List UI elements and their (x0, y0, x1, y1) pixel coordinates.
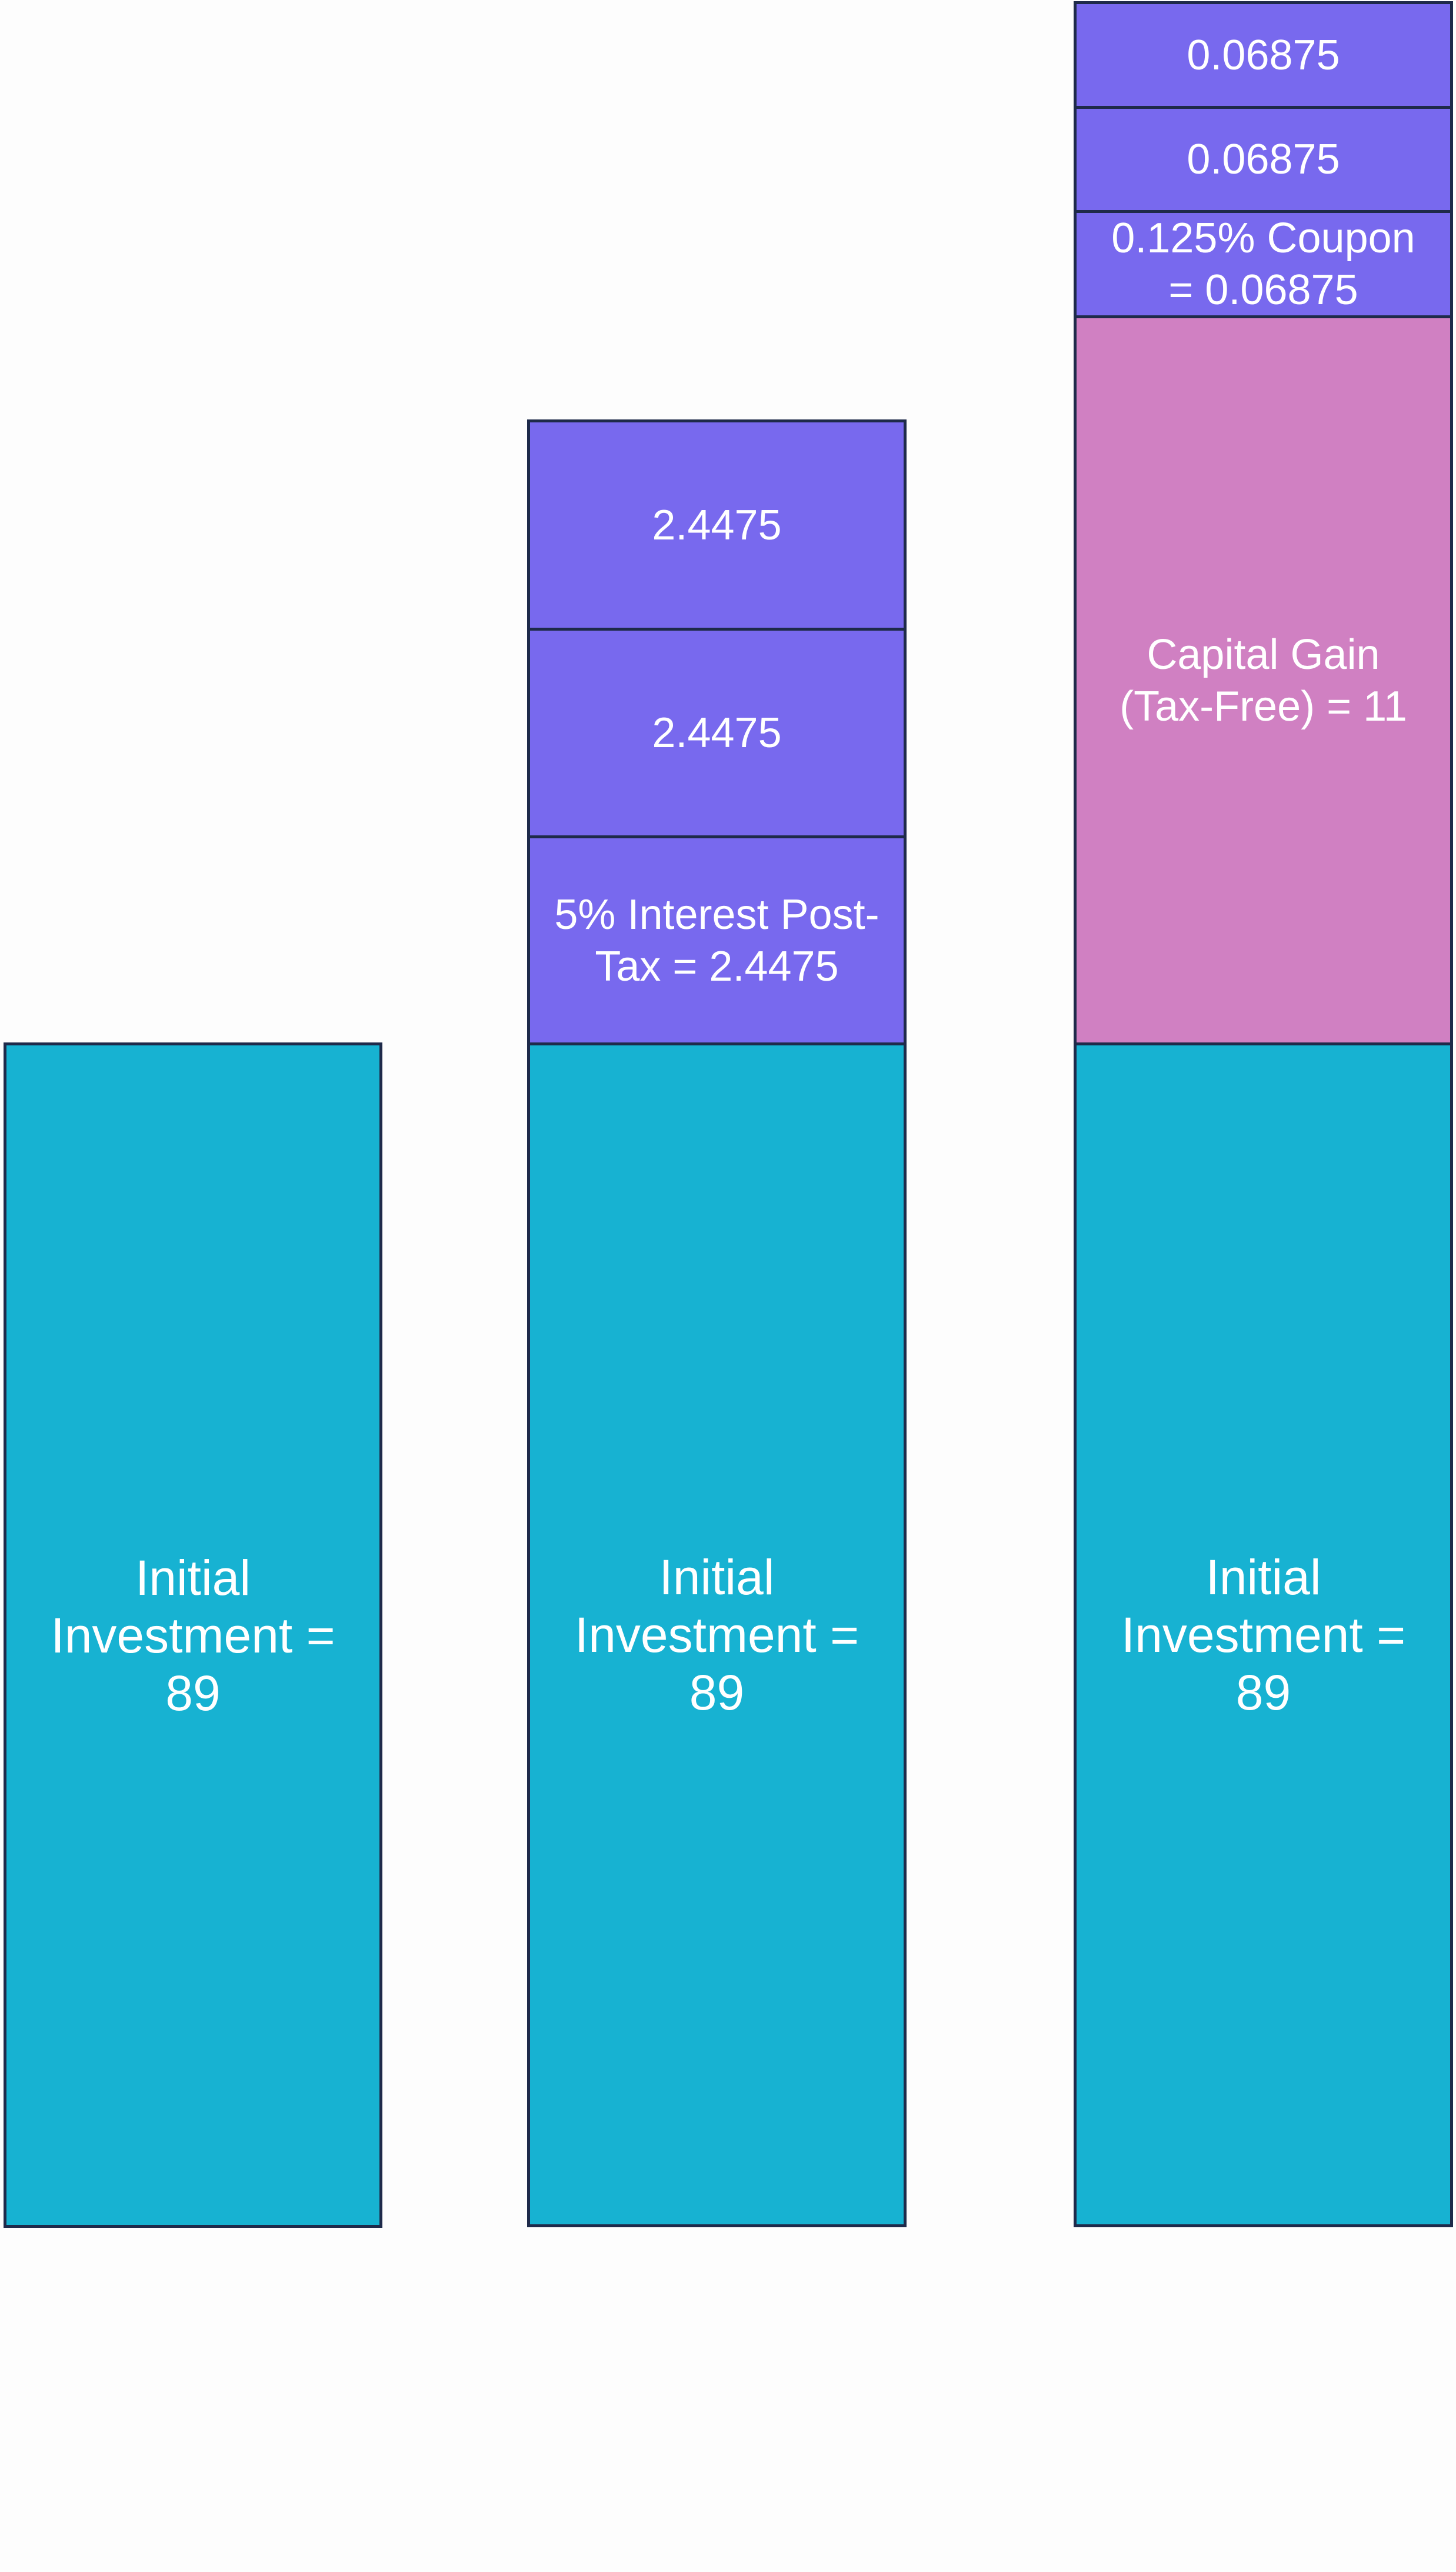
label-line: 89 (165, 1665, 221, 1721)
column-1-initial-investment-label: Initial Investment = 89 (51, 1549, 335, 1722)
column-3-initial-investment-block: Initial Investment = 89 (1074, 1042, 1453, 2227)
label-line: Initial (659, 1550, 775, 1605)
column-3-coupon-label-1: 0.125% Coupon = 0.06875 (1111, 212, 1415, 316)
label-line: 5% Interest Post- (554, 891, 879, 938)
column-2-interest-block-1: 5% Interest Post- Tax = 2.4475 (527, 835, 907, 1045)
label-line: Capital Gain (1147, 631, 1380, 678)
label-line: Investment = (51, 1607, 335, 1663)
column-3-coupon-label-3: 0.06875 (1187, 31, 1340, 79)
column-2-interest-label-3: 2.4475 (652, 501, 782, 549)
column-2-interest-label-1: 5% Interest Post- Tax = 2.4475 (554, 889, 879, 992)
column-3-initial-investment-label: Initial Investment = 89 (1121, 1548, 1405, 1721)
label-line: 89 (689, 1665, 745, 1720)
label-line: 89 (1235, 1665, 1291, 1720)
column-2-interest-block-2: 2.4475 (527, 628, 907, 838)
label-line: Investment = (574, 1607, 859, 1663)
label-line: Investment = (1121, 1607, 1406, 1663)
column-3-coupon-label-2: 0.06875 (1187, 136, 1340, 183)
label-line: Initial (135, 1550, 251, 1605)
column-2-initial-investment-block: Initial Investment = 89 (527, 1042, 907, 2227)
label-line: (Tax-Free) = 11 (1120, 682, 1407, 730)
column-3-capital-gain-label: Capital Gain (Tax-Free) = 11 (1120, 629, 1407, 732)
column-2-initial-investment-label: Initial Investment = 89 (575, 1548, 859, 1721)
label-line: Tax = 2.4475 (595, 942, 839, 990)
column-1-initial-investment-block: Initial Investment = 89 (4, 1042, 382, 2228)
column-3-capital-gain-block: Capital Gain (Tax-Free) = 11 (1074, 315, 1453, 1045)
column-3-coupon-block-2: 0.06875 (1074, 106, 1453, 213)
column-3-coupon-block-3: 0.06875 (1074, 1, 1453, 109)
column-2-interest-block-3: 2.4475 (527, 419, 907, 631)
column-2-interest-label-2: 2.4475 (652, 709, 782, 757)
label-line: 0.125% Coupon (1111, 215, 1415, 262)
label-line: Initial (1205, 1550, 1321, 1605)
column-3-coupon-block-1: 0.125% Coupon = 0.06875 (1074, 210, 1453, 318)
label-line: = 0.06875 (1168, 266, 1358, 314)
